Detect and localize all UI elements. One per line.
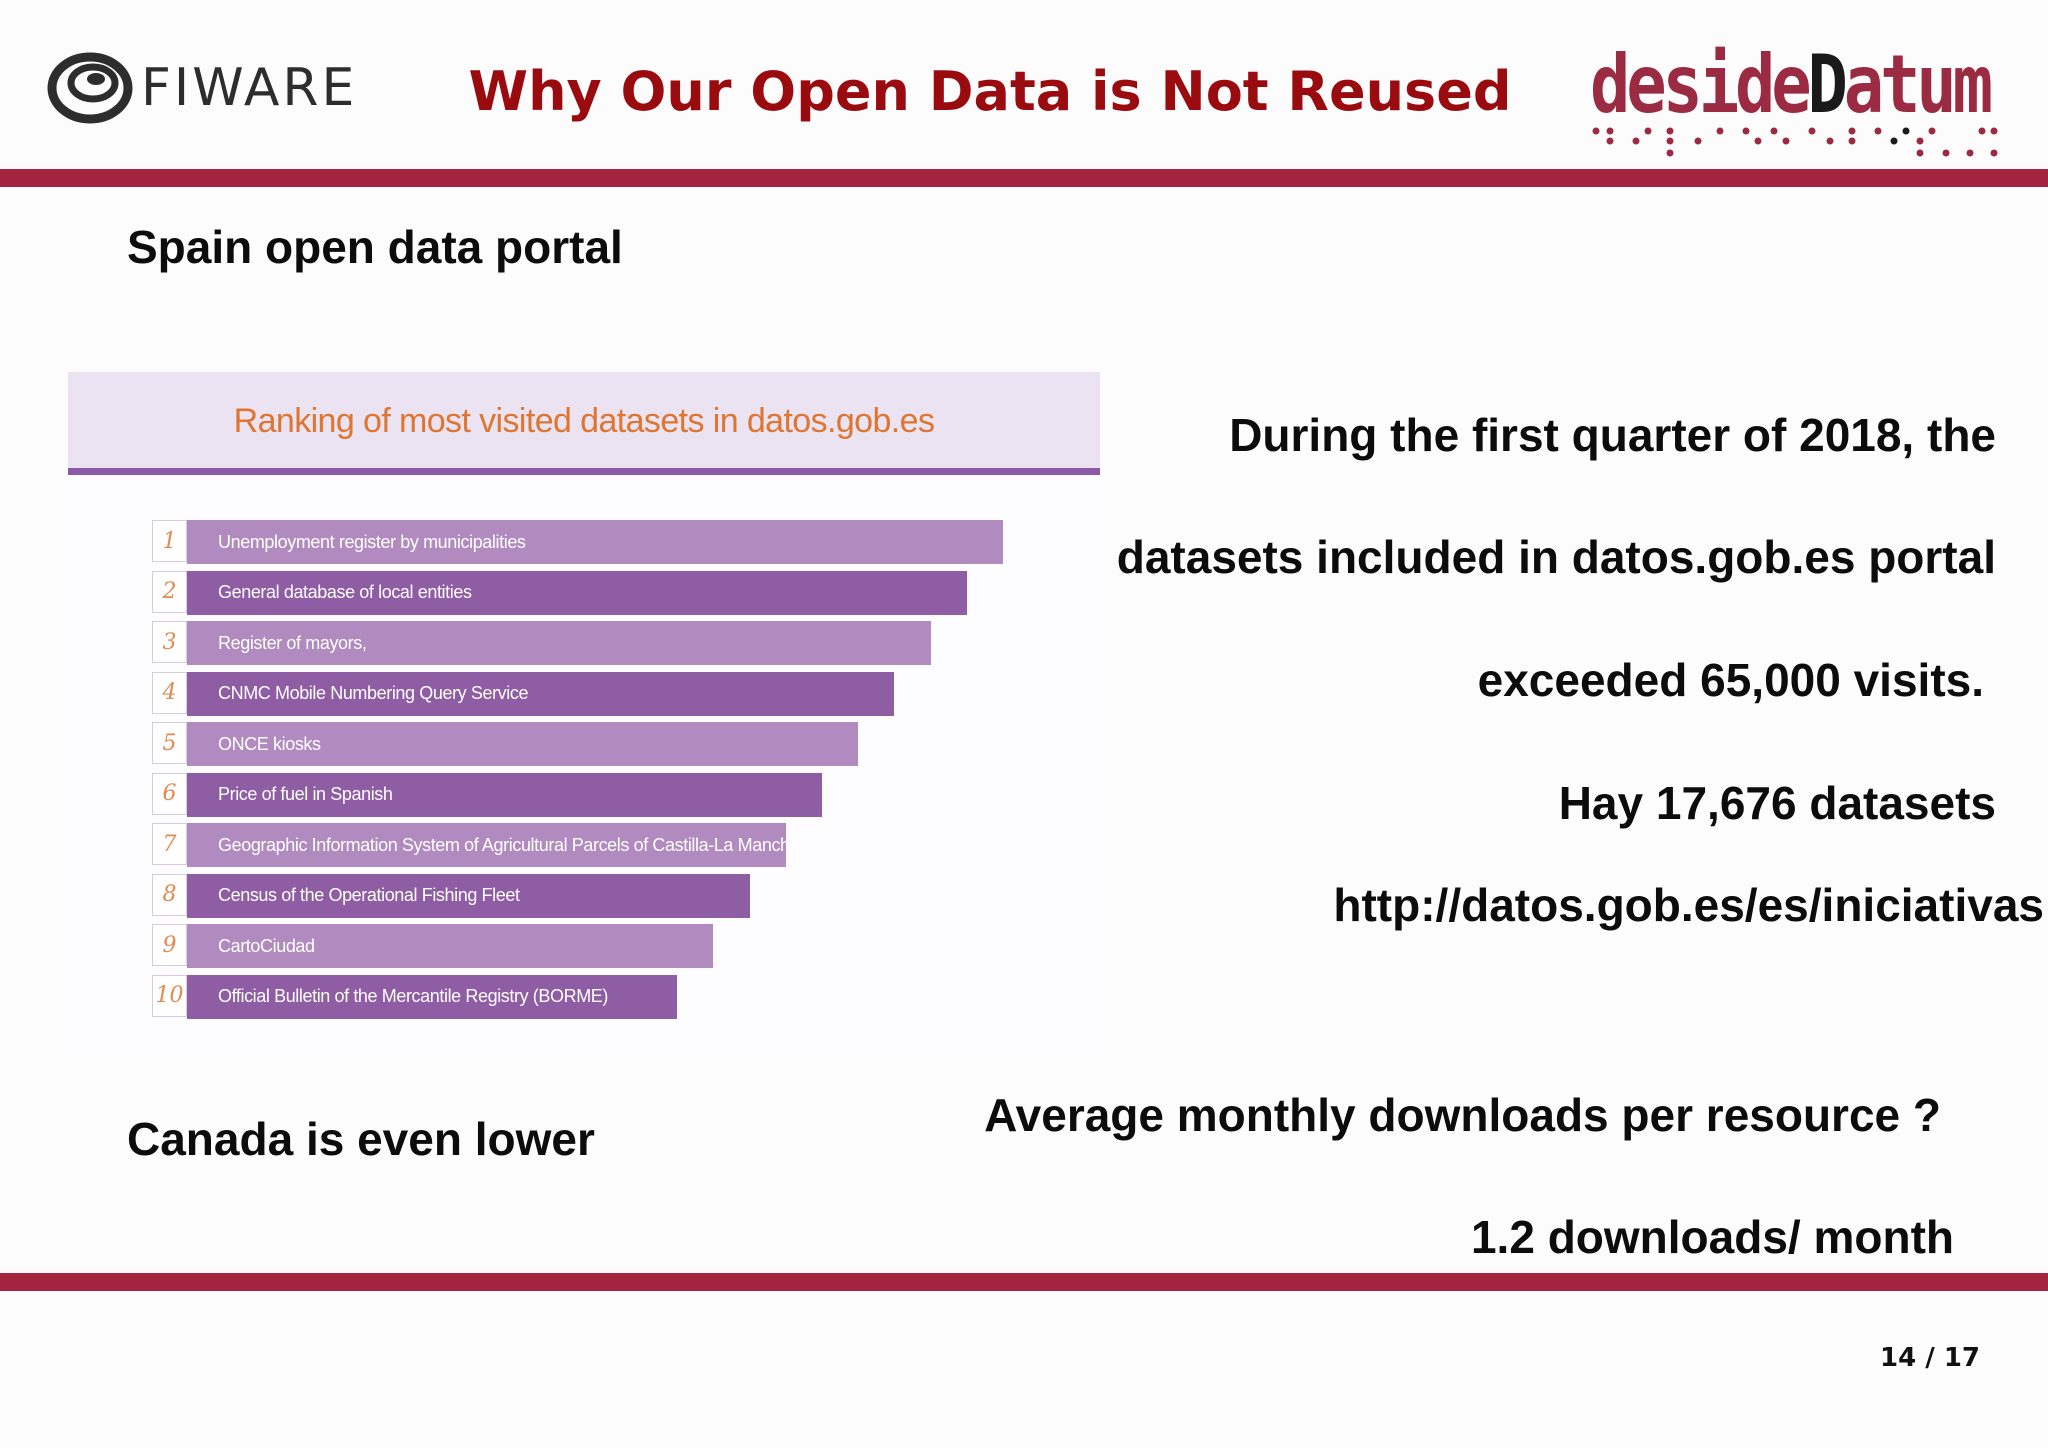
footer-divider: [0, 1273, 2048, 1291]
ranking-label: Unemployment register by municipalities: [218, 531, 526, 552]
braille-dots-icon: [1592, 127, 1998, 157]
portal-url-link[interactable]: http://datos.gob.es/es/iniciativas: [1333, 879, 2044, 931]
ranking-bar: Census of the Operational Fishing Fleet: [187, 873, 750, 918]
ranking-panel: Ranking of most visited datasets in dato…: [68, 372, 1100, 1052]
ranking-bar: ONCE kiosks: [187, 722, 859, 766]
visits-line-2: datasets included in datos.gob.es portal: [1116, 531, 1996, 583]
ranking-label: Official Bulletin of the Mercantile Regi…: [218, 986, 609, 1006]
ranking-row: 3 Register of mayors,: [152, 621, 931, 665]
ranking-row: 5 ONCE kiosks: [152, 722, 859, 766]
slide-title: Why Our Open Data is Not Reused: [468, 60, 1512, 123]
ranking-row: 1 Unemployment register by municipalities: [152, 520, 1003, 564]
section-heading-spain: Spain open data portal: [127, 221, 623, 273]
ranking-bar: Geographic Information System of Agricul…: [187, 823, 800, 867]
ranking-label: ONCE kiosks: [218, 733, 321, 754]
downloads-question: Average monthly downloads per resource ?: [984, 1089, 1941, 1141]
ranking-number: 3: [152, 621, 187, 663]
ranking-bar: Unemployment register by municipalities: [187, 520, 1003, 564]
ranking-number: 7: [152, 823, 187, 865]
ranking-label: General database of local entities: [218, 582, 472, 602]
visits-line-1: During the first quarter of 2018, the: [1229, 409, 1996, 461]
desidedatum-logo: desideDatum: [1590, 45, 2010, 165]
downloads-answer: 1.2 downloads/ month: [1470, 1211, 1954, 1263]
ranking-label: Census of the Operational Fishing Fleet: [218, 885, 520, 905]
visits-line-3: exceeded 65,000 visits.: [1477, 654, 1984, 706]
ranking-label: Geographic Information System of Agricul…: [218, 834, 800, 855]
ranking-number: 9: [152, 924, 187, 966]
ranking-bar: Price of fuel in Spanish: [187, 772, 822, 817]
fiware-logo-text: FIWARE: [141, 58, 358, 118]
ranking-bar: Official Bulletin of the Mercantile Regi…: [187, 974, 678, 1019]
header-divider: [0, 169, 2048, 187]
dataset-count: Hay 17,676 datasets: [1558, 777, 1996, 829]
ranking-label: Price of fuel in Spanish: [218, 784, 393, 804]
ranking-number: 1: [152, 520, 187, 562]
ranking-row: 8 Census of the Operational Fishing Fleet: [152, 873, 750, 918]
ranking-bar: CartoCiudad: [187, 924, 714, 968]
ranking-number: 6: [152, 772, 187, 815]
ranking-number: 4: [152, 671, 187, 714]
ranking-number: 2: [152, 570, 187, 613]
fiware-swirl-icon: [47, 52, 133, 124]
ranking-row: 2 General database of local entities: [152, 570, 967, 615]
ranking-number: 5: [152, 722, 187, 764]
ranking-panel-header: Ranking of most visited datasets in dato…: [68, 372, 1100, 475]
ranking-number: 8: [152, 873, 187, 916]
ranking-number: 10: [152, 974, 187, 1017]
page-number: 14 / 17: [1880, 1343, 1980, 1373]
ranking-row: 7 Geographic Information System of Agricu…: [152, 823, 800, 867]
ranking-row: 9 CartoCiudad: [152, 924, 714, 968]
canada-note: Canada is even lower: [127, 1113, 595, 1165]
ranking-row: 4 CNMC Mobile Numbering Query Service: [152, 671, 895, 716]
ranking-label: Register of mayors,: [218, 632, 367, 653]
ranking-row: 6 Price of fuel in Spanish: [152, 772, 822, 817]
ranking-bar: Register of mayors,: [187, 621, 931, 665]
fiware-logo: FIWARE: [47, 52, 357, 124]
ranking-row: 10 Official Bulletin of the Mercantile Re…: [152, 974, 678, 1019]
ranking-title: Ranking of most visited datasets in dato…: [233, 402, 935, 440]
ranking-label: CartoCiudad: [218, 935, 315, 956]
desidedatum-logo-text: desideDatum: [1590, 38, 1993, 131]
ranking-bar: CNMC Mobile Numbering Query Service: [187, 671, 895, 716]
ranking-label: CNMC Mobile Numbering Query Service: [218, 683, 529, 703]
ranking-bar: General database of local entities: [187, 570, 967, 615]
